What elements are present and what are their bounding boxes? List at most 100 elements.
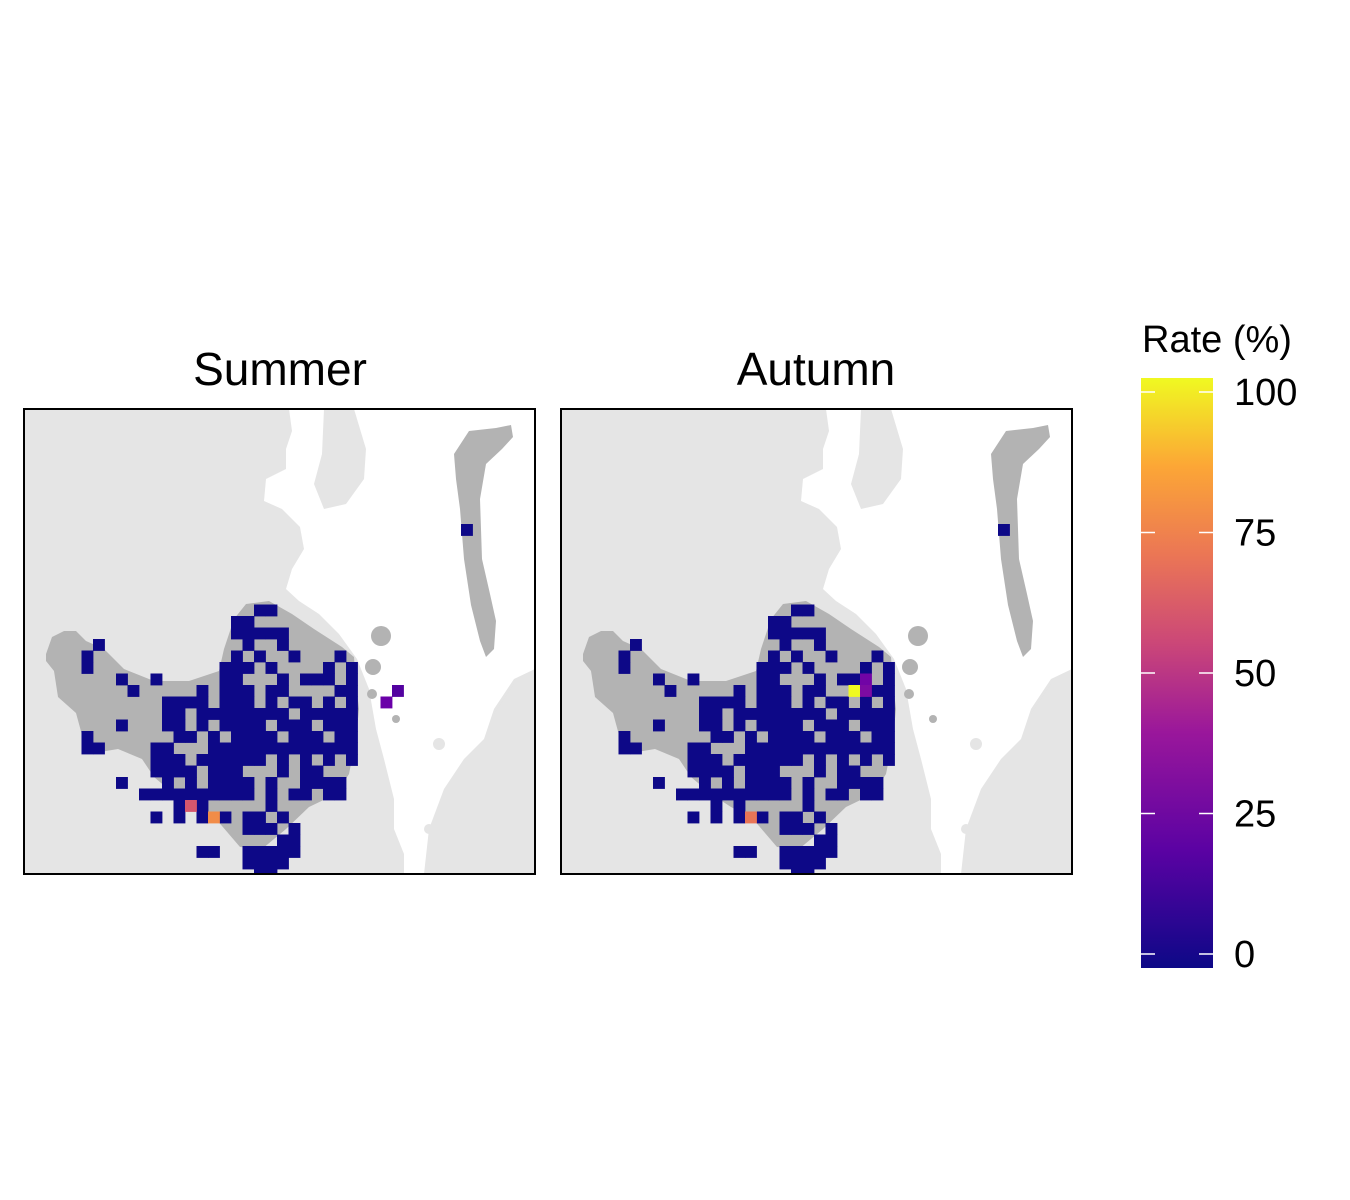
rate-cell bbox=[242, 616, 255, 628]
map-panel-summer bbox=[23, 408, 536, 875]
rate-cell bbox=[173, 696, 186, 709]
rate-cell bbox=[860, 754, 872, 766]
rate-cell bbox=[162, 754, 174, 766]
rate-cell bbox=[768, 685, 780, 697]
rate-cell bbox=[127, 685, 140, 697]
rate-cell bbox=[745, 742, 757, 755]
panel-border bbox=[560, 408, 1073, 875]
rate-cell bbox=[860, 719, 872, 732]
rate-cell bbox=[231, 754, 243, 766]
rate-cell bbox=[802, 731, 815, 743]
rate-cell bbox=[231, 627, 243, 640]
rate-cell bbox=[745, 846, 757, 858]
rate-cell bbox=[208, 765, 220, 778]
rate-cell bbox=[618, 650, 631, 663]
rate-cell bbox=[756, 742, 769, 755]
rate-cell bbox=[848, 685, 861, 697]
rate-cell bbox=[265, 857, 278, 870]
rate-cell bbox=[254, 754, 266, 766]
rate-cell bbox=[242, 708, 255, 720]
rate-cell bbox=[300, 719, 312, 732]
rate-cell bbox=[825, 742, 838, 755]
rate-cell bbox=[196, 846, 209, 858]
rate-cell bbox=[653, 719, 665, 732]
rate-cell bbox=[860, 662, 872, 674]
islet bbox=[929, 715, 937, 723]
rate-cell bbox=[710, 708, 723, 720]
rate-cell bbox=[802, 662, 815, 674]
rate-cell bbox=[311, 742, 324, 755]
rate-cell bbox=[779, 788, 792, 801]
rate-cell bbox=[837, 731, 849, 743]
rate-cell bbox=[196, 685, 209, 697]
rate-cell bbox=[779, 731, 792, 743]
rate-cell bbox=[733, 685, 746, 697]
rate-cell bbox=[768, 616, 780, 628]
panel-title-autumn: Autumn bbox=[737, 343, 896, 395]
rate-cell bbox=[346, 696, 358, 709]
rate-cell bbox=[768, 719, 780, 732]
rate-cell bbox=[254, 846, 266, 858]
peninsula-land bbox=[851, 409, 903, 509]
rate-cell bbox=[814, 765, 826, 778]
rate-cell bbox=[231, 650, 243, 663]
rate-cell bbox=[814, 673, 826, 686]
rate-cell bbox=[300, 754, 312, 766]
rate-cell bbox=[185, 800, 197, 812]
rate-cell bbox=[802, 869, 815, 874]
rate-cell bbox=[860, 708, 872, 720]
rate-cell bbox=[150, 673, 163, 686]
rate-cell bbox=[208, 708, 220, 720]
rate-cell bbox=[860, 696, 872, 709]
rate-cells bbox=[618, 524, 1010, 874]
rate-cell bbox=[162, 765, 174, 778]
rate-cell bbox=[837, 673, 849, 686]
rate-cell bbox=[733, 708, 746, 720]
rate-cell bbox=[837, 777, 849, 789]
rate-cell bbox=[791, 604, 803, 617]
rate-cell bbox=[288, 696, 301, 709]
rate-cell bbox=[277, 765, 289, 778]
rate-cell bbox=[346, 719, 358, 732]
rate-cell bbox=[323, 742, 335, 755]
rate-cell bbox=[699, 742, 711, 755]
rate-cell bbox=[837, 788, 849, 801]
rate-cell bbox=[837, 719, 849, 732]
rate-cell bbox=[699, 765, 711, 778]
rate-cell bbox=[231, 719, 243, 732]
rate-cell bbox=[871, 708, 884, 720]
rate-cell bbox=[883, 742, 895, 755]
rate-cell bbox=[779, 616, 792, 628]
rate-cell bbox=[848, 777, 861, 789]
rate-cell bbox=[139, 788, 151, 801]
peninsula-land bbox=[314, 409, 366, 509]
rate-cell bbox=[208, 777, 220, 789]
rate-cell bbox=[254, 742, 266, 755]
rate-cell bbox=[231, 708, 243, 720]
panel-title-summer: Summer bbox=[193, 343, 367, 395]
rate-cell bbox=[311, 731, 324, 743]
rate-cell bbox=[825, 719, 838, 732]
rate-cell bbox=[93, 742, 105, 755]
rate-cell bbox=[265, 777, 278, 789]
rate-cell bbox=[779, 857, 792, 870]
rate-cell bbox=[825, 788, 838, 801]
rate-cell bbox=[196, 811, 209, 824]
rate-cell bbox=[334, 685, 347, 697]
rate-cell bbox=[208, 846, 220, 858]
rate-cell bbox=[802, 696, 815, 709]
rate-cell bbox=[231, 742, 243, 755]
rate-cell bbox=[300, 777, 312, 789]
rate-cell bbox=[722, 788, 734, 801]
rate-cell bbox=[254, 823, 266, 835]
rate-cell bbox=[768, 627, 780, 640]
rate-cell bbox=[196, 696, 209, 709]
rate-cell bbox=[710, 765, 723, 778]
rate-cell bbox=[196, 754, 209, 766]
rate-cell bbox=[825, 846, 838, 858]
rate-cell bbox=[837, 754, 849, 766]
rate-cell bbox=[288, 834, 301, 847]
rate-cell bbox=[756, 662, 769, 674]
rate-cell bbox=[814, 857, 826, 870]
rate-cell bbox=[265, 685, 278, 697]
